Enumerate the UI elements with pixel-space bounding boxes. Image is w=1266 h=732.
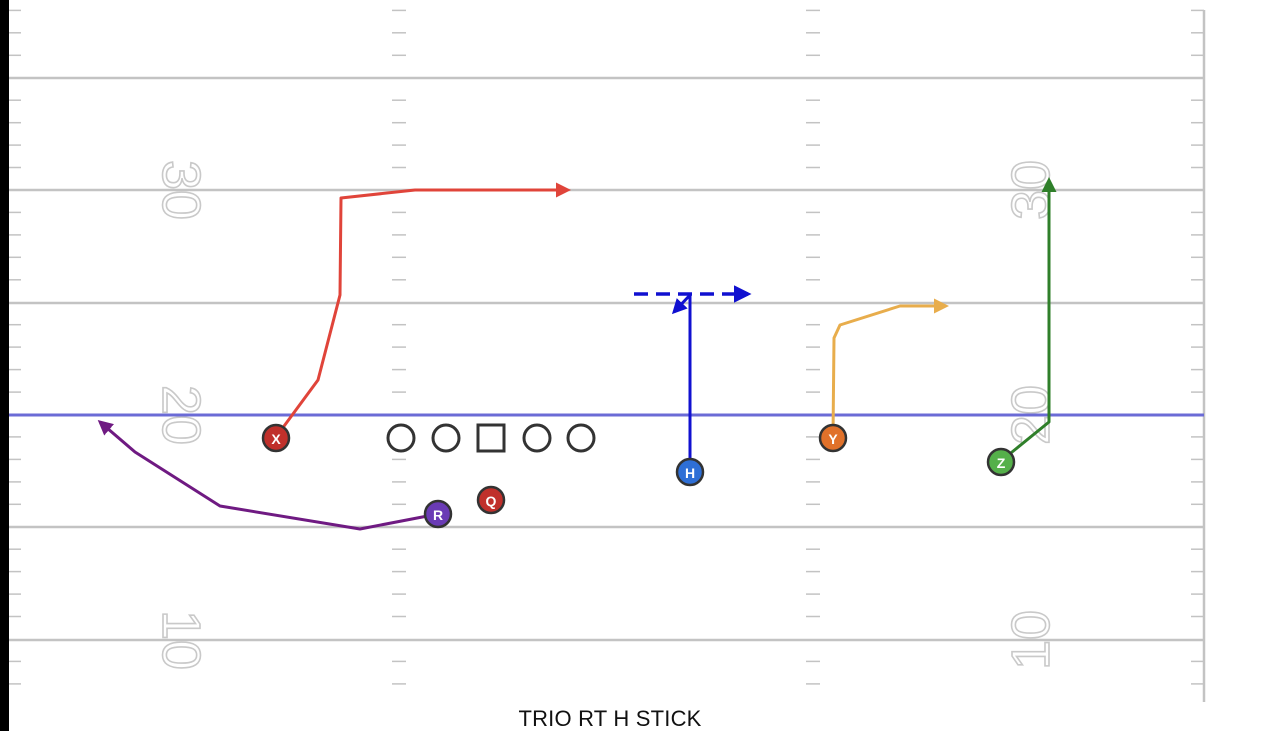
player-h: H	[675, 457, 705, 487]
yard-number-right-10: 10	[1001, 610, 1061, 670]
hash-marks	[9, 9, 1204, 685]
lineman-guard-left	[431, 423, 461, 453]
yard-number-left-10: 10	[151, 610, 211, 670]
route-z	[1000, 177, 1057, 463]
offensive-line	[386, 423, 596, 453]
route-r	[97, 420, 439, 531]
yard-numbers-left: 30 20 10	[150, 159, 212, 671]
lineman-guard-right	[522, 423, 552, 453]
left-edge-bar	[0, 0, 9, 731]
player-y: Y	[818, 423, 848, 453]
player-z: Z	[986, 447, 1016, 477]
lineman-center	[476, 423, 506, 453]
player-x-label: X	[271, 431, 281, 447]
route-h-stem	[671, 293, 692, 471]
player-z-label: Z	[997, 455, 1006, 471]
yard-lines	[9, 76, 1204, 642]
lineman-tackle-right	[566, 423, 596, 453]
player-r: R	[423, 499, 453, 529]
player-q: Q	[476, 485, 506, 515]
player-z-marker	[986, 447, 1016, 477]
lineman-tackle-left	[386, 423, 416, 453]
player-h-marker	[675, 457, 705, 487]
player-h-label: H	[685, 465, 695, 481]
player-r-label: R	[433, 507, 443, 523]
yard-number-left-30: 30	[151, 160, 211, 220]
yard-number-right-30: 30	[1001, 160, 1061, 220]
player-y-marker	[818, 423, 848, 453]
route-y	[831, 298, 949, 438]
route-x	[274, 182, 571, 438]
player-q-marker	[476, 485, 506, 515]
player-q-label: Q	[486, 493, 497, 509]
skill-players: X R Q H Y Z	[261, 423, 1016, 529]
player-x: X	[261, 423, 291, 453]
routes	[97, 177, 1057, 531]
player-y-label: Y	[828, 431, 838, 447]
play-name-caption: TRIO RT H STICK	[518, 706, 702, 731]
player-x-marker	[261, 423, 291, 453]
player-r-marker	[423, 499, 453, 529]
